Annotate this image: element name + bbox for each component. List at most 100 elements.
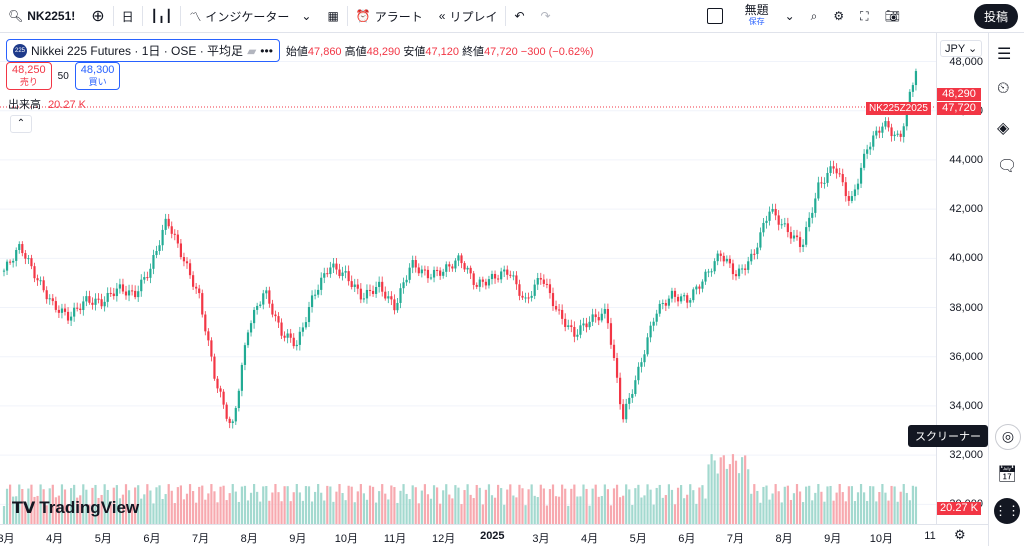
x-tick-label: 6月 bbox=[143, 533, 161, 545]
candle-body bbox=[140, 279, 143, 292]
candle-body bbox=[149, 268, 152, 278]
candle-body bbox=[753, 253, 756, 255]
volume-bar bbox=[777, 491, 780, 524]
volume-bar bbox=[667, 484, 670, 524]
apps-grid-icon[interactable]: ⋮⋮ bbox=[994, 498, 1020, 524]
fullscreen-select-button[interactable] bbox=[699, 0, 731, 32]
chevron-up-icon: ⌃ bbox=[16, 118, 26, 129]
tradingview-logo[interactable]: 𝗧𝗩 TradingView bbox=[12, 498, 139, 518]
chat-icon[interactable]: 🗨︎ bbox=[997, 158, 1018, 175]
candle-body bbox=[304, 322, 308, 328]
volume-bar bbox=[503, 504, 506, 524]
volume-bar bbox=[911, 485, 914, 524]
snapshot-button[interactable]: 📷︎ bbox=[877, 0, 908, 32]
layout-name-button[interactable]: 無題 保存 bbox=[737, 0, 777, 32]
chart-type-button[interactable]: ┃╻┃ bbox=[143, 0, 181, 32]
candle-body bbox=[320, 277, 323, 290]
candle-body bbox=[701, 281, 704, 289]
top-toolbar: 🔍︎ NK2251! ⊕ 日 ┃╻┃ 〽 インジケーター ⌄ ▦ ⏰ アラート «… bbox=[0, 0, 1024, 33]
alert-button[interactable]: ⏰ アラート bbox=[348, 0, 431, 32]
sell-button[interactable]: 48,250 売り bbox=[6, 62, 52, 90]
volume-bar bbox=[97, 497, 100, 524]
compare-button[interactable]: ⊕ bbox=[83, 0, 112, 32]
volume-bar bbox=[798, 491, 802, 524]
candle-body bbox=[359, 288, 362, 300]
watchlist-icon[interactable]: ☰ bbox=[997, 46, 1012, 63]
more-icon[interactable]: ••• bbox=[260, 43, 273, 58]
volume-bar bbox=[70, 488, 73, 524]
volume-bar bbox=[402, 484, 405, 524]
fullscreen-button[interactable]: ⛶ bbox=[852, 0, 876, 32]
candle-body bbox=[710, 271, 713, 273]
volume-bar bbox=[670, 489, 674, 524]
time-axis[interactable]: 3月 4月 5月 6月 7月 8月 9月 10月 11月 12月 2025 3月 4月 5月 6月 7月 8月 9… bbox=[0, 524, 988, 547]
candle-body bbox=[429, 277, 433, 279]
indicators-button[interactable]: 〽 インジケーター ⌄ bbox=[181, 0, 319, 32]
symbol-search[interactable]: 🔍︎ NK2251! bbox=[0, 0, 83, 32]
templates-button[interactable]: ▦ bbox=[319, 0, 346, 32]
alerts-clock-icon[interactable]: ⏲ bbox=[997, 80, 1010, 97]
candle-body bbox=[9, 261, 12, 263]
layers-icon[interactable]: ◈ bbox=[997, 120, 1010, 137]
volume-bar bbox=[94, 484, 97, 524]
right-toolbar: ☰ ⏲ ◈ 🗨︎ ◎ 📅︎ ⋮⋮ bbox=[988, 32, 1024, 546]
x-tick-label: 8月 bbox=[775, 533, 793, 545]
volume-bar bbox=[506, 489, 509, 524]
layout-menu-button[interactable]: ⌄ bbox=[777, 0, 803, 32]
volume-bar bbox=[423, 484, 426, 524]
replay-button[interactable]: «リプレイ bbox=[431, 0, 506, 32]
volume-bar bbox=[741, 457, 744, 524]
axis-settings-button[interactable]: ⚙ bbox=[954, 527, 966, 543]
candle-body bbox=[741, 268, 744, 270]
volume-bar bbox=[716, 473, 719, 524]
redo-icon: ↷ bbox=[540, 9, 551, 23]
candle-body bbox=[713, 261, 716, 272]
volume-bar bbox=[606, 489, 609, 524]
volume-bar bbox=[859, 484, 863, 524]
volume-bar bbox=[24, 505, 27, 524]
candle-body bbox=[899, 133, 902, 137]
interval-button[interactable]: 日 bbox=[121, 9, 134, 24]
price-chart[interactable] bbox=[0, 32, 936, 524]
volume-bar bbox=[134, 487, 137, 524]
undo-button[interactable]: ↶ bbox=[506, 0, 532, 32]
candle-body bbox=[393, 299, 396, 311]
collapse-legend-button[interactable]: ⌃ bbox=[10, 115, 32, 133]
open-value: 47,860 bbox=[307, 45, 342, 58]
volume-bar bbox=[213, 491, 216, 524]
candle-body bbox=[152, 255, 155, 269]
candle-body bbox=[774, 208, 777, 216]
post-button[interactable]: 投稿 bbox=[973, 4, 1018, 29]
calendar-icon[interactable]: 📅︎ bbox=[997, 466, 1018, 483]
symbol-legend[interactable]: 225 Nikkei 225 Futures · 1日 · OSE · 平均足 … bbox=[6, 39, 280, 62]
candle-body bbox=[527, 297, 530, 299]
volume-bar bbox=[771, 493, 774, 524]
symbol-label: NK2251! bbox=[27, 9, 76, 23]
volume-bar bbox=[36, 495, 39, 524]
volume-bar bbox=[18, 484, 21, 524]
quick-search-button[interactable]: ⌕ bbox=[803, 0, 826, 32]
volume-bar bbox=[356, 491, 359, 524]
candle-body bbox=[612, 344, 616, 359]
volume-bar bbox=[747, 469, 750, 524]
divider bbox=[112, 6, 114, 26]
screener-icon[interactable]: ◎ bbox=[995, 424, 1021, 450]
redo-button[interactable]: ↷ bbox=[533, 0, 559, 32]
candle-body bbox=[106, 292, 109, 302]
settings-button[interactable]: ⚙ bbox=[825, 0, 852, 32]
volume-bar bbox=[789, 499, 792, 524]
currency-selector[interactable]: JPY ⌄ bbox=[940, 40, 983, 57]
candle-body bbox=[548, 284, 552, 294]
candle-body bbox=[481, 279, 484, 282]
buy-button[interactable]: 48,300 買い bbox=[74, 62, 121, 90]
candle-body bbox=[789, 232, 792, 239]
candle-body bbox=[88, 296, 91, 303]
screener-tooltip: スクリーナー bbox=[908, 425, 988, 447]
volume-bar bbox=[722, 455, 725, 524]
volume-bar bbox=[118, 498, 121, 524]
volume-bar bbox=[57, 495, 60, 524]
volume-bar bbox=[512, 495, 515, 524]
x-tick-label: 5月 bbox=[629, 533, 647, 545]
volume-bar bbox=[292, 492, 295, 524]
volume-bar bbox=[615, 484, 619, 524]
